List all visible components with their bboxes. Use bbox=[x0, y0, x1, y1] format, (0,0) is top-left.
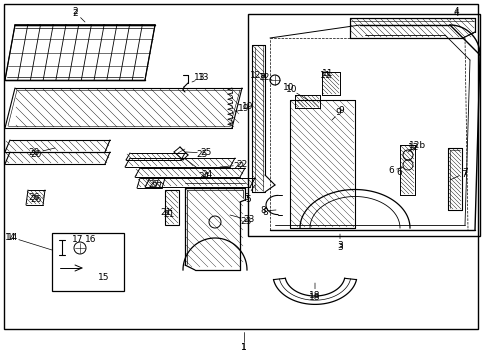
Text: 24: 24 bbox=[183, 158, 212, 180]
Text: 17: 17 bbox=[72, 235, 83, 244]
Text: 21: 21 bbox=[163, 211, 175, 220]
Text: 2: 2 bbox=[72, 8, 85, 22]
Text: 5: 5 bbox=[245, 195, 250, 204]
Text: 19: 19 bbox=[235, 103, 253, 112]
Text: 7: 7 bbox=[449, 168, 467, 180]
Text: 23: 23 bbox=[229, 215, 254, 225]
Text: 11: 11 bbox=[321, 68, 333, 78]
Text: 1: 1 bbox=[241, 342, 246, 351]
Text: 20: 20 bbox=[29, 148, 55, 157]
Text: 8: 8 bbox=[262, 208, 267, 217]
Text: 18: 18 bbox=[308, 293, 320, 302]
Text: 3: 3 bbox=[336, 243, 342, 252]
Bar bbox=[52, 233, 124, 291]
Text: 4: 4 bbox=[452, 9, 458, 18]
Text: 26: 26 bbox=[31, 195, 42, 204]
Text: 13: 13 bbox=[192, 72, 209, 82]
Text: 26: 26 bbox=[29, 193, 44, 202]
Text: 12: 12 bbox=[258, 73, 269, 82]
Text: 7: 7 bbox=[460, 171, 466, 180]
Text: 11: 11 bbox=[319, 71, 331, 80]
Text: 1: 1 bbox=[241, 342, 246, 351]
Text: 6: 6 bbox=[387, 166, 402, 175]
Text: 3: 3 bbox=[336, 234, 342, 251]
Text: 16: 16 bbox=[85, 235, 96, 244]
Text: 6: 6 bbox=[395, 168, 401, 177]
Text: 4: 4 bbox=[449, 8, 458, 20]
Text: 9: 9 bbox=[334, 108, 340, 117]
Text: 9: 9 bbox=[331, 107, 343, 120]
Text: 18: 18 bbox=[308, 283, 320, 301]
Text: 14: 14 bbox=[4, 233, 52, 250]
Text: 12a: 12a bbox=[250, 72, 271, 81]
Text: 23: 23 bbox=[240, 217, 251, 226]
Text: 19: 19 bbox=[238, 104, 249, 113]
Text: 25: 25 bbox=[196, 150, 207, 159]
Text: 10: 10 bbox=[285, 85, 296, 94]
Text: 20: 20 bbox=[31, 150, 42, 159]
Text: 8: 8 bbox=[260, 207, 275, 216]
Text: 10: 10 bbox=[282, 84, 307, 100]
Text: 22: 22 bbox=[232, 162, 244, 171]
Text: 27: 27 bbox=[148, 180, 160, 189]
Text: 22: 22 bbox=[220, 161, 247, 170]
Text: 27: 27 bbox=[151, 183, 163, 192]
Text: 21: 21 bbox=[160, 208, 172, 217]
Bar bbox=[164, 190, 179, 225]
Text: 13: 13 bbox=[194, 72, 205, 81]
Text: 15: 15 bbox=[98, 274, 109, 283]
Text: 2: 2 bbox=[72, 9, 78, 18]
Text: 25: 25 bbox=[185, 148, 211, 157]
Text: 12: 12 bbox=[407, 144, 419, 153]
Text: 24: 24 bbox=[198, 172, 209, 181]
Text: 14: 14 bbox=[7, 233, 18, 242]
Bar bbox=[247, 14, 479, 236]
Text: 5: 5 bbox=[243, 185, 254, 202]
Text: 12b: 12b bbox=[407, 141, 425, 152]
